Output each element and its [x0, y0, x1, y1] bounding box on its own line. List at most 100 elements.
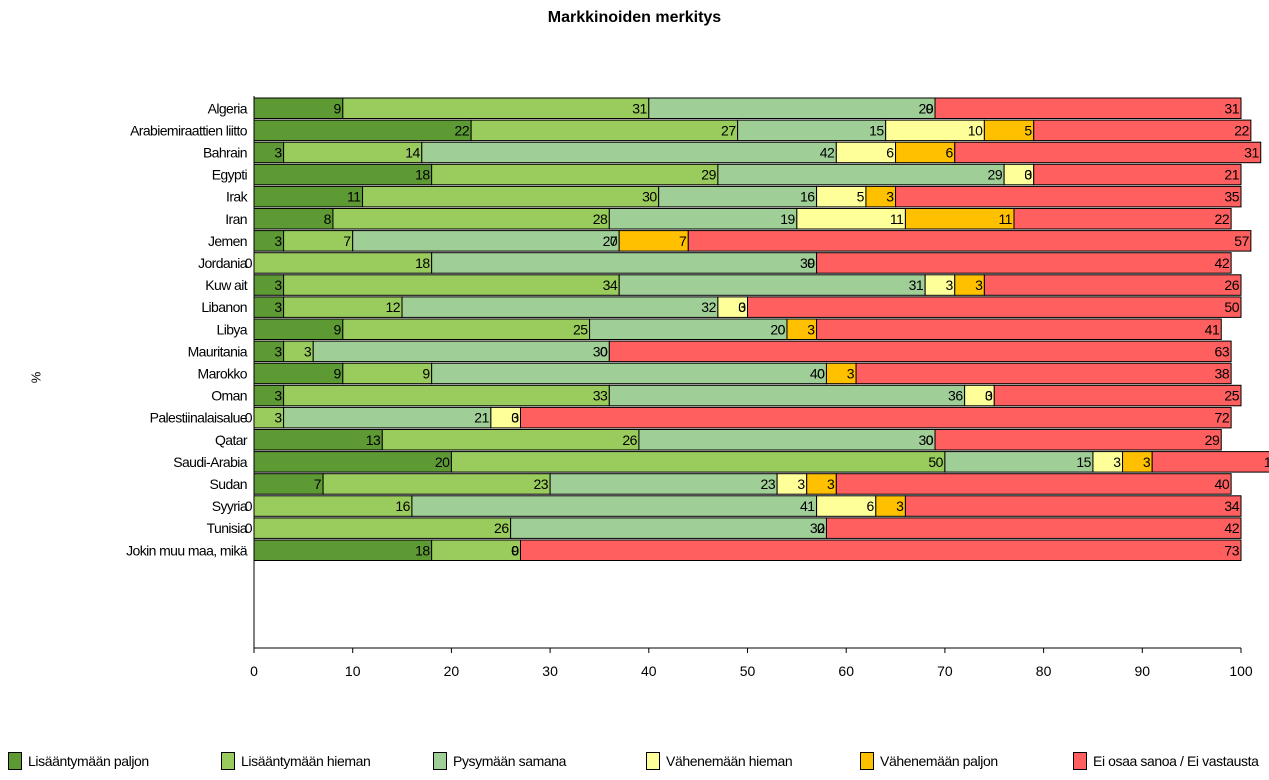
data-label: 34 — [603, 277, 618, 293]
data-label: 29 — [1205, 432, 1220, 448]
legend-label: Ei osaa sanoa / Ei vastausta — [1093, 753, 1259, 769]
data-label: 3 — [847, 365, 855, 381]
data-label: 0 — [511, 410, 519, 426]
data-label: 26 — [1224, 277, 1239, 293]
x-tick-label: 60 — [838, 663, 854, 679]
bar-segment — [322, 473, 551, 495]
bar-segment — [519, 406, 1232, 429]
bar-segment — [608, 340, 1232, 363]
bar-segment — [253, 97, 344, 119]
x-tick-label: 0 — [250, 663, 258, 679]
category-label: Kuw ait — [205, 277, 247, 293]
data-label: 34 — [1224, 498, 1239, 514]
data-label: 0 — [926, 100, 934, 116]
data-label: 3 — [886, 189, 894, 205]
bar-segment — [1013, 208, 1232, 230]
data-label: 42 — [820, 144, 835, 160]
bar-segment — [431, 252, 818, 274]
legend-label: Vähenemään paljon — [880, 753, 998, 769]
legend-item: Ei osaa sanoa / Ei vastausta — [1073, 752, 1259, 770]
data-label: 3 — [274, 410, 282, 426]
legend-label: Lisääntymään paljon — [28, 753, 149, 769]
bar-segment — [934, 429, 1222, 451]
data-label: 42 — [1215, 255, 1230, 271]
bar-segment — [283, 274, 620, 296]
bar-segment — [283, 141, 423, 164]
legend-item: Vähenemään hieman — [646, 752, 793, 770]
data-label: 3 — [274, 233, 282, 249]
bar-segment — [253, 539, 433, 561]
category-labels-layer: Algeria Arabiemiraattien liitto Bahrain Egy… — [126, 100, 249, 558]
data-label: 9 — [334, 365, 342, 381]
data-label: 72 — [1215, 410, 1230, 426]
bar-segment — [658, 185, 818, 208]
data-label: 3 — [975, 277, 983, 293]
data-label: 16 — [800, 189, 815, 205]
category-label: Oman — [211, 388, 247, 404]
bar-segment — [283, 406, 492, 429]
bar-segment — [904, 495, 1242, 517]
data-label: 32 — [810, 520, 825, 536]
data-label: 9 — [334, 100, 342, 116]
data-label: 0 — [926, 432, 934, 448]
data-label: 63 — [1215, 343, 1230, 359]
data-label: 0 — [511, 542, 519, 558]
data-label: 11 — [998, 211, 1012, 227]
data-label: 13 — [1264, 454, 1269, 470]
x-tick-label: 80 — [1036, 663, 1052, 679]
data-label: 3 — [797, 476, 805, 492]
data-label: 40 — [1215, 476, 1230, 492]
data-label: 22 — [455, 122, 470, 138]
bar-segment — [835, 473, 1232, 495]
bar-segment — [1033, 119, 1252, 142]
bar-segment — [608, 384, 966, 407]
data-label: 0 — [600, 343, 608, 359]
data-label: 41 — [1205, 321, 1220, 337]
category-label: Irak — [226, 189, 249, 205]
data-label: 38 — [1215, 365, 1230, 381]
legend: Lisääntymään paljon Lisääntymään hieman Py… — [0, 752, 1269, 780]
x-tick-label: 90 — [1135, 663, 1151, 679]
legend-item: Lisääntymään hieman — [221, 752, 371, 770]
bar-segment — [342, 97, 650, 119]
data-label: 32 — [701, 299, 716, 315]
legend-swatch — [221, 752, 235, 770]
bar-segment — [312, 340, 610, 363]
data-label: 18 — [415, 255, 430, 271]
data-label: 27 — [603, 233, 618, 249]
data-label: 73 — [1224, 542, 1239, 558]
data-label: 12 — [385, 299, 400, 315]
bar-segment — [895, 185, 1242, 208]
data-label: 3 — [896, 498, 904, 514]
bar-segment — [431, 163, 719, 186]
data-label: 3 — [738, 299, 746, 315]
x-tick-label: 50 — [740, 663, 756, 679]
legend-swatch — [1073, 752, 1087, 770]
data-label: 11 — [347, 189, 361, 205]
category-label: Libanon — [201, 299, 247, 315]
data-label: 7 — [314, 476, 322, 492]
bar-segment — [381, 429, 640, 451]
bar-segment — [1033, 163, 1242, 186]
bar-segment — [253, 362, 344, 385]
bar-segment — [253, 429, 383, 451]
data-label: 0 — [245, 498, 253, 514]
category-label: Iran — [225, 211, 247, 227]
data-label: 11 — [890, 211, 904, 227]
data-label: 9 — [511, 542, 519, 558]
bar-segment — [519, 539, 1242, 561]
x-tick-label: 20 — [444, 663, 460, 679]
bar-segment — [825, 517, 1242, 539]
data-label: 15 — [869, 122, 884, 138]
data-label: 3 — [274, 144, 282, 160]
bar-segment — [431, 362, 827, 385]
data-label: 25 — [1224, 388, 1239, 404]
data-label: 30 — [642, 189, 657, 205]
data-label: 3 — [274, 388, 282, 404]
category-label: Marokko — [198, 365, 248, 381]
category-label: Saudi-Arabia — [173, 454, 248, 470]
data-label: 28 — [593, 211, 608, 227]
data-label: 22 — [1215, 211, 1230, 227]
data-label: 0 — [817, 365, 825, 381]
